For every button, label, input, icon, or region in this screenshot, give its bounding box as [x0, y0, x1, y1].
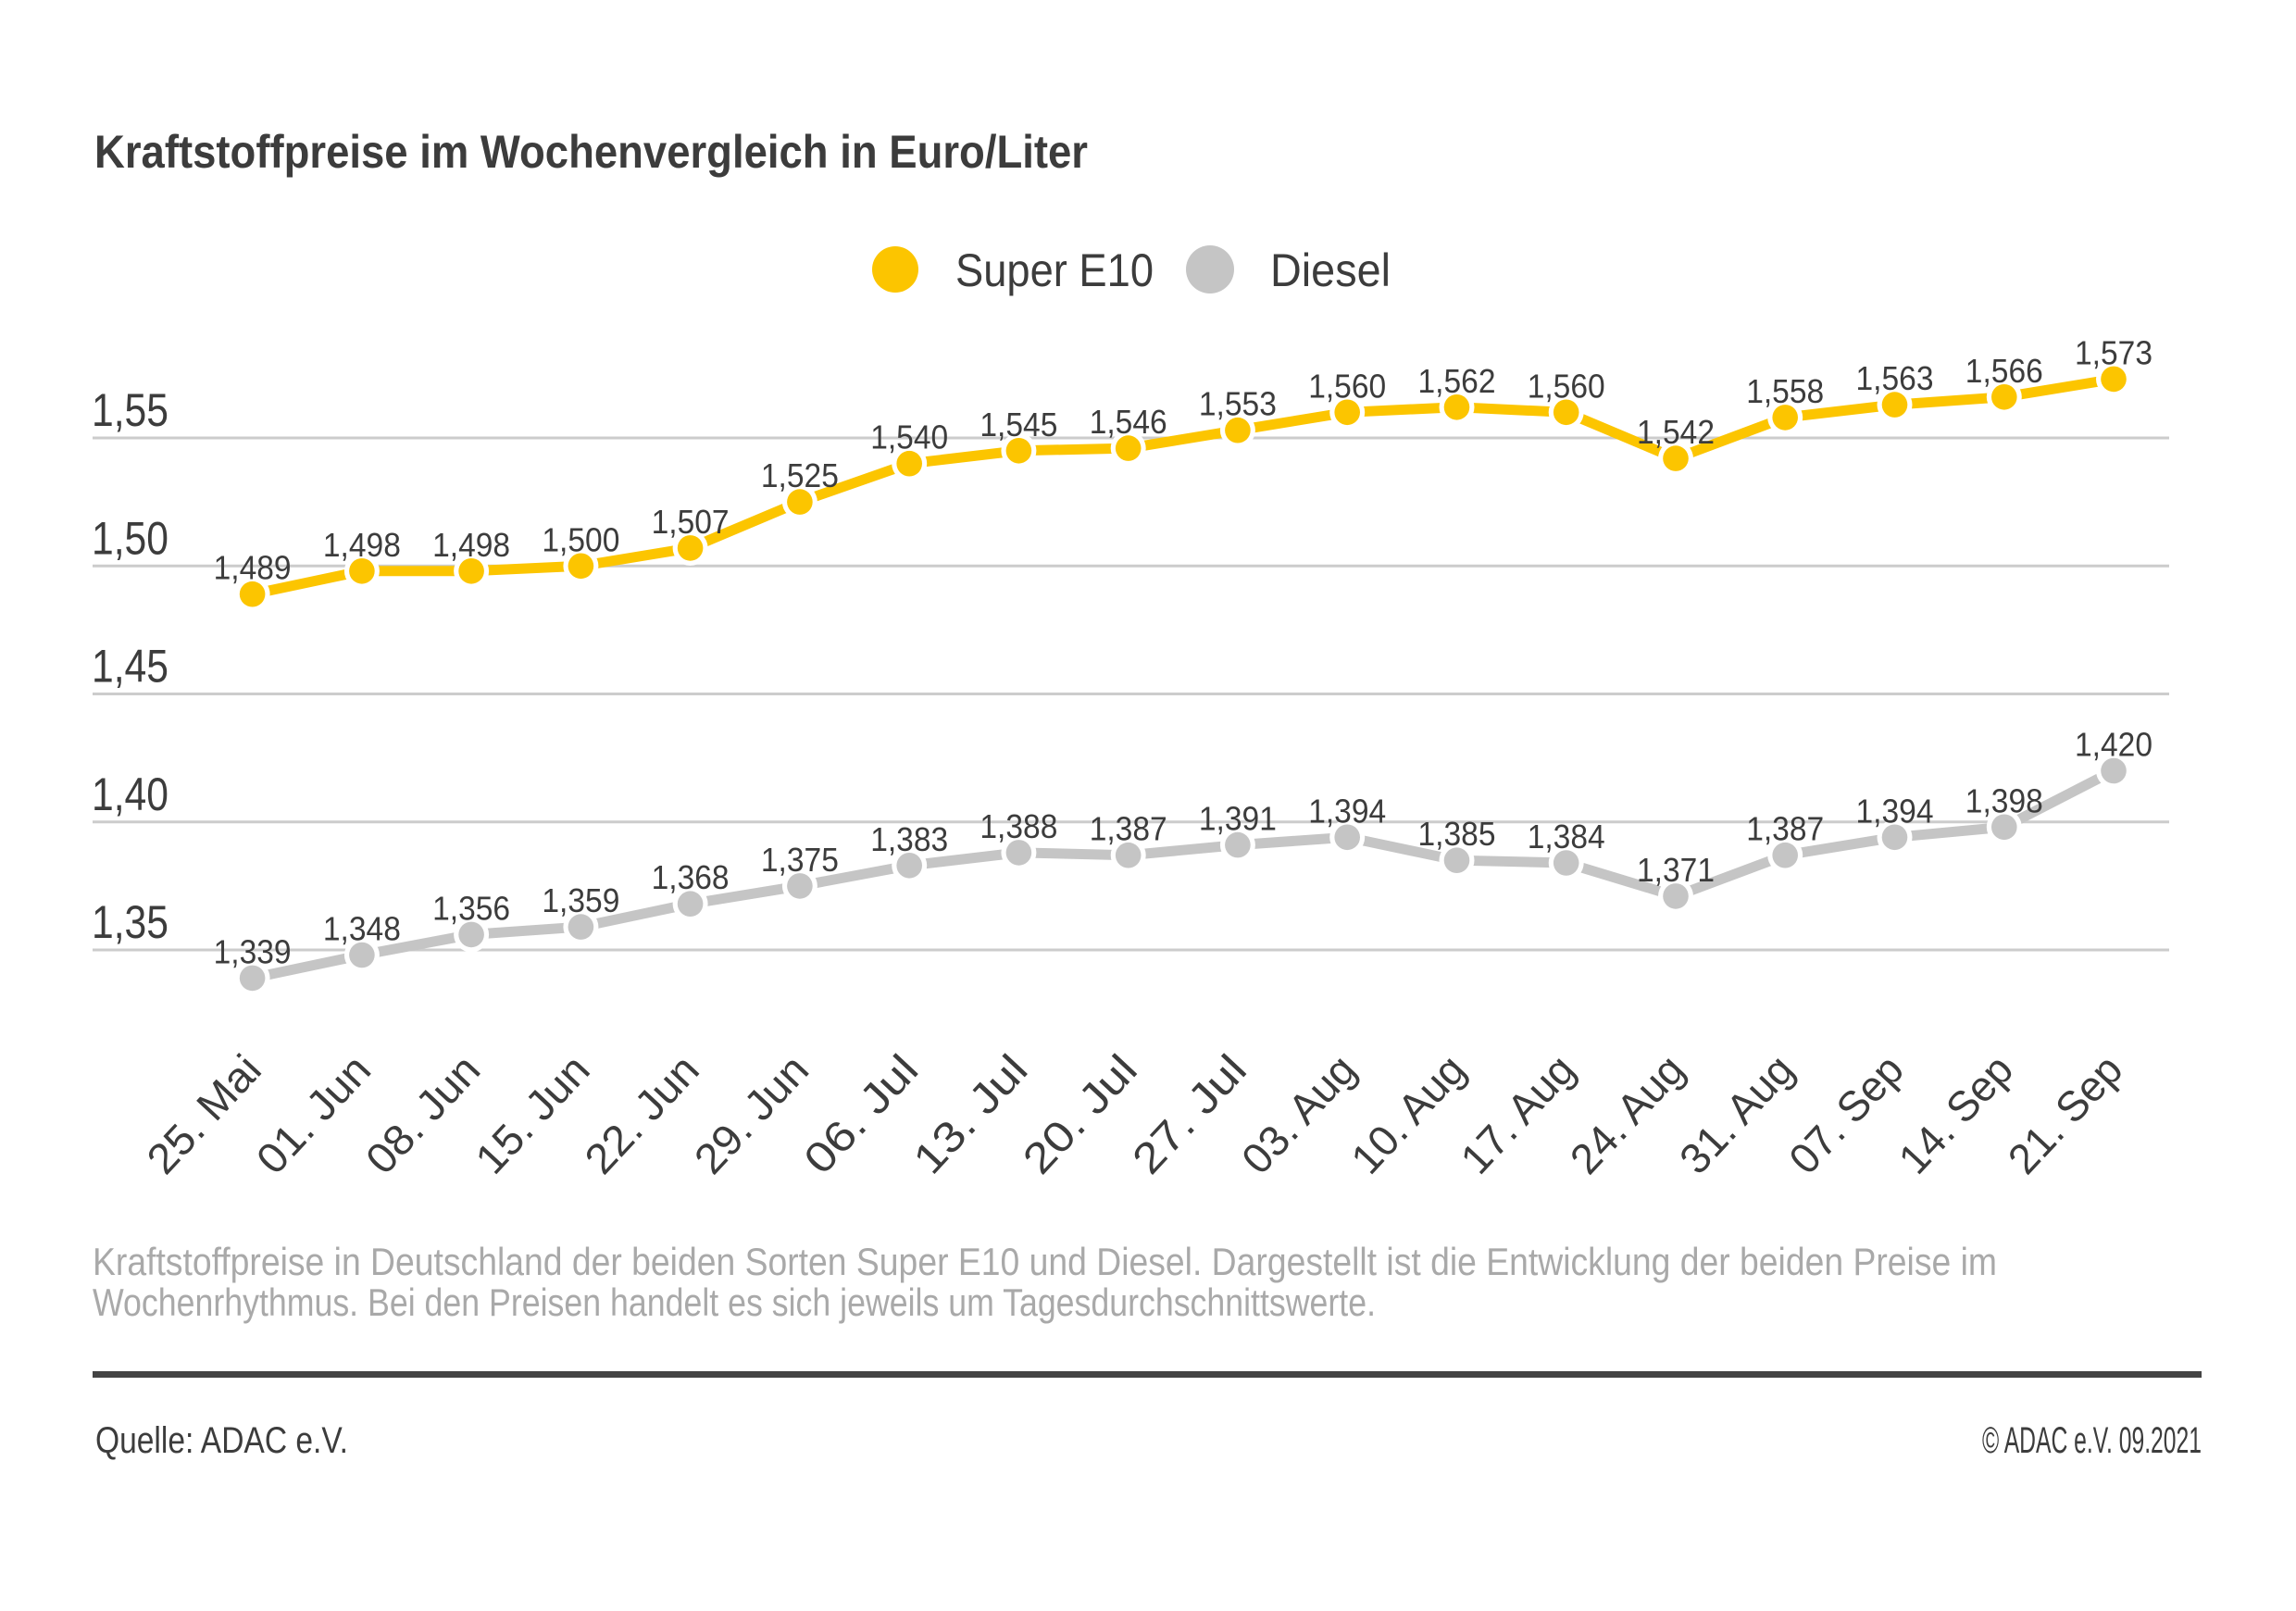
svg-text:1,562: 1,562	[1418, 362, 1496, 400]
svg-text:1,359: 1,359	[542, 881, 619, 919]
svg-text:06. Jul: 06. Jul	[794, 1045, 928, 1183]
svg-text:29. Jun: 29. Jun	[684, 1045, 817, 1183]
svg-text:08. Jun: 08. Jun	[356, 1045, 490, 1183]
svg-text:17. Aug: 17. Aug	[1451, 1045, 1584, 1183]
svg-text:1,420: 1,420	[2075, 726, 2152, 764]
svg-text:1,35: 1,35	[92, 896, 168, 948]
svg-text:15. Jun: 15. Jun	[466, 1045, 599, 1183]
svg-text:1,507: 1,507	[652, 503, 730, 541]
svg-text:1,398: 1,398	[1965, 781, 2043, 819]
svg-text:20. Jul: 20. Jul	[1013, 1045, 1146, 1183]
svg-text:03. Aug: 03. Aug	[1232, 1045, 1366, 1183]
svg-text:1,40: 1,40	[92, 768, 168, 820]
svg-text:1,50: 1,50	[92, 512, 168, 564]
svg-text:1,388: 1,388	[980, 807, 1057, 845]
svg-text:1,546: 1,546	[1090, 403, 1167, 441]
svg-text:1,356: 1,356	[432, 889, 510, 927]
svg-text:1,560: 1,560	[1528, 367, 1605, 405]
svg-text:1,368: 1,368	[652, 858, 730, 896]
svg-text:1,383: 1,383	[870, 820, 948, 858]
svg-text:1,498: 1,498	[323, 526, 401, 564]
svg-text:13. Jul: 13. Jul	[904, 1045, 1037, 1183]
svg-text:24. Aug: 24. Aug	[1561, 1045, 1694, 1183]
svg-text:Quelle: ADAC e.V.: Quelle: ADAC e.V.	[95, 1420, 348, 1461]
svg-text:25. Mai: 25. Mai	[137, 1045, 270, 1183]
svg-text:1,558: 1,558	[1746, 372, 1824, 410]
svg-text:1,563: 1,563	[1856, 359, 1934, 397]
svg-text:1,385: 1,385	[1418, 815, 1496, 853]
svg-text:1,560: 1,560	[1308, 367, 1386, 405]
svg-text:14. Sep: 14. Sep	[1889, 1045, 2022, 1183]
svg-text:1,45: 1,45	[92, 641, 168, 693]
svg-text:1,371: 1,371	[1637, 851, 1715, 889]
svg-text:1,391: 1,391	[1199, 800, 1277, 838]
svg-text:21. Sep: 21. Sep	[1999, 1045, 2132, 1183]
svg-text:1,553: 1,553	[1199, 385, 1277, 423]
svg-text:31. Aug: 31. Aug	[1670, 1045, 1803, 1183]
svg-text:1,387: 1,387	[1090, 810, 1167, 848]
svg-text:27. Jul: 27. Jul	[1122, 1045, 1255, 1183]
svg-text:Kraftstoffpreise im Wochenverg: Kraftstoffpreise im Wochenvergleich in E…	[94, 126, 1088, 178]
svg-text:1,566: 1,566	[1965, 352, 2043, 390]
svg-text:1,545: 1,545	[980, 406, 1057, 443]
svg-text:Super E10: Super E10	[955, 244, 1154, 296]
svg-text:1,55: 1,55	[92, 384, 168, 436]
svg-text:07. Sep: 07. Sep	[1779, 1045, 1913, 1183]
svg-text:1,500: 1,500	[542, 520, 619, 558]
svg-text:1,525: 1,525	[761, 456, 839, 494]
svg-text:1,573: 1,573	[2075, 333, 2152, 371]
svg-text:1,339: 1,339	[214, 932, 292, 970]
svg-text:1,394: 1,394	[1856, 792, 1934, 830]
svg-text:1,384: 1,384	[1528, 818, 1605, 855]
svg-text:1,542: 1,542	[1637, 413, 1715, 451]
svg-text:Wochenrhythmus. Bei den Preise: Wochenrhythmus. Bei den Preisen handelt …	[93, 1280, 1376, 1324]
svg-text:Diesel: Diesel	[1270, 244, 1391, 296]
svg-text:Kraftstoffpreise in Deutschlan: Kraftstoffpreise in Deutschland der beid…	[93, 1240, 1997, 1283]
svg-text:1,540: 1,540	[870, 418, 948, 456]
svg-text:22. Jun: 22. Jun	[575, 1045, 708, 1183]
svg-text:01. Jun: 01. Jun	[246, 1045, 380, 1183]
svg-text:1,498: 1,498	[432, 526, 510, 564]
svg-text:© ADAC e.V. 09.2021: © ADAC e.V. 09.2021	[1982, 1420, 2202, 1461]
svg-text:1,394: 1,394	[1308, 792, 1386, 830]
svg-text:1,375: 1,375	[761, 841, 839, 879]
svg-text:1,348: 1,348	[323, 910, 401, 948]
svg-text:1,489: 1,489	[214, 549, 292, 587]
svg-text:10. Aug: 10. Aug	[1341, 1045, 1475, 1183]
svg-text:1,387: 1,387	[1746, 810, 1824, 848]
